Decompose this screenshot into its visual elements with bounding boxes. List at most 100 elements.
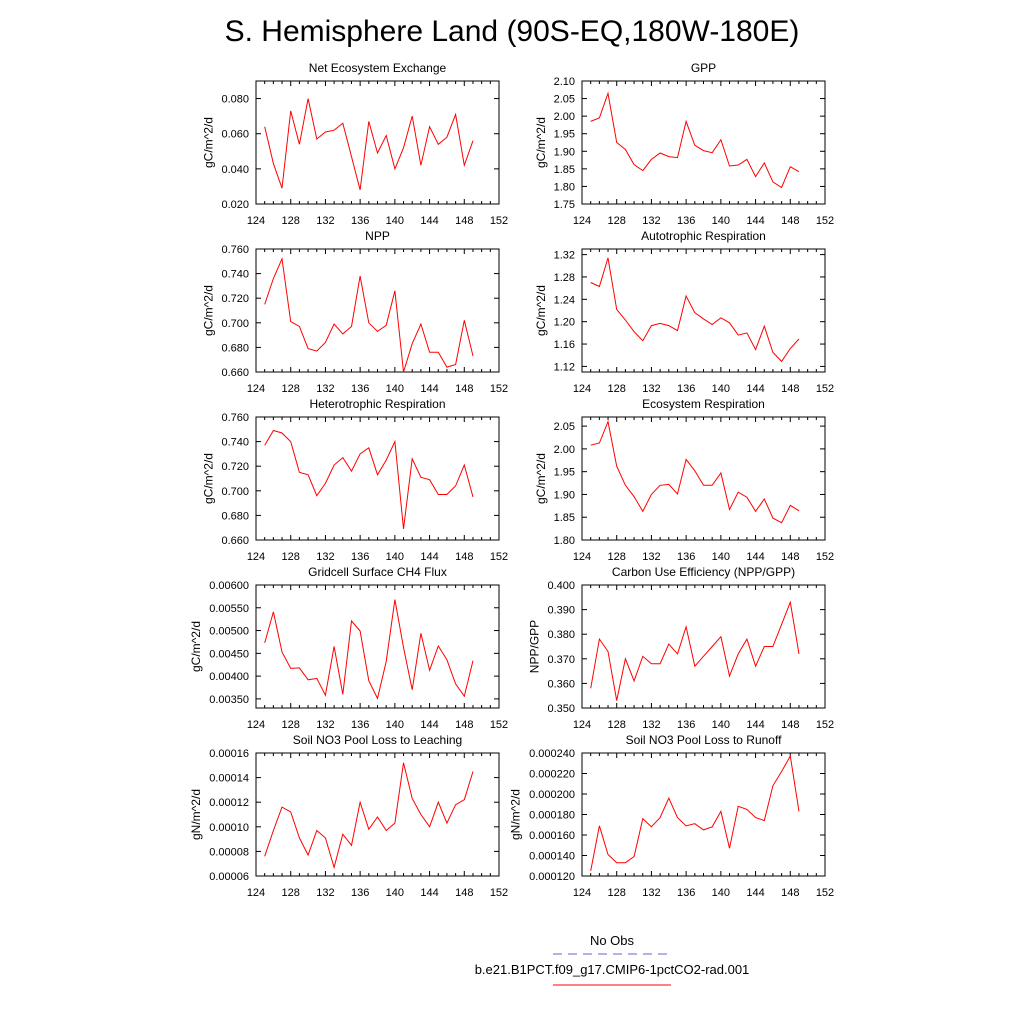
x-tick-label: 132 xyxy=(316,887,334,899)
panel-soil-no3-pool-loss-to-runoff: Soil NO3 Pool Loss to Runoff 124 128 132 136… xyxy=(509,733,835,899)
y-tick-label: 1.80 xyxy=(554,535,575,547)
x-tick-label: 128 xyxy=(282,383,300,395)
x-tick-label: 132 xyxy=(316,719,334,731)
y-tick-label: 0.000180 xyxy=(529,810,575,822)
panel-title: GPP xyxy=(691,61,716,75)
y-tick-label: 0.720 xyxy=(221,461,249,473)
y-axis-label: gC/m^2/d xyxy=(202,117,216,168)
panel-title: Soil NO3 Pool Loss to Leaching xyxy=(293,733,462,747)
plot-frame xyxy=(581,80,826,205)
x-tick-label: 128 xyxy=(282,215,300,227)
panel-heterotrophic-respiration: Heterotrophic Respiration 124 128 132 136 140… xyxy=(202,397,509,563)
x-tick-label: 152 xyxy=(816,551,834,563)
x-tick-label: 144 xyxy=(420,551,438,563)
panel-ecosystem-respiration: Ecosystem Respiration 124 128 132 136 140 144 1… xyxy=(534,397,834,563)
x-tick-label: 132 xyxy=(642,551,660,563)
x-tick-label: 124 xyxy=(573,887,591,899)
y-tick-label: 0.000160 xyxy=(529,830,575,842)
x-tick-label: 148 xyxy=(781,719,799,731)
y-axis-label: gC/m^2/d xyxy=(534,453,548,504)
x-tick-label: 152 xyxy=(490,215,508,227)
y-tick-label: 0.740 xyxy=(221,269,249,281)
x-tick-label: 124 xyxy=(573,215,591,227)
panel-title: Soil NO3 Pool Loss to Runoff xyxy=(626,733,783,747)
x-tick-label: 124 xyxy=(247,383,265,395)
y-tick-label: 0.00500 xyxy=(209,626,249,638)
panel-title: NPP xyxy=(365,229,390,243)
x-tick-label: 152 xyxy=(816,887,834,899)
x-tick-label: 128 xyxy=(282,719,300,731)
y-tick-label: 0.000200 xyxy=(529,789,575,801)
x-tick-label: 140 xyxy=(386,887,404,899)
x-tick-label: 152 xyxy=(490,719,508,731)
x-tick-label: 124 xyxy=(247,887,265,899)
y-tick-label: 0.380 xyxy=(547,629,575,641)
plot-frame xyxy=(255,248,500,373)
x-tick-label: 132 xyxy=(316,383,334,395)
y-tick-label: 0.740 xyxy=(221,437,249,449)
y-tick-label: 1.16 xyxy=(554,339,575,351)
x-tick-label: 148 xyxy=(781,887,799,899)
panel-gridcell-surface-ch4-flux: Gridcell Surface CH4 Flux 124 128 132 136 140… xyxy=(189,565,508,731)
series-line xyxy=(590,91,800,189)
y-tick-label: 2.10 xyxy=(554,76,575,88)
x-tick-label: 144 xyxy=(420,215,438,227)
series-line xyxy=(590,600,800,701)
x-tick-label: 140 xyxy=(386,215,404,227)
y-tick-label: 0.00012 xyxy=(209,797,249,809)
y-tick-label: 0.00600 xyxy=(209,580,249,592)
y-tick-label: 0.720 xyxy=(221,293,249,305)
x-tick-label: 144 xyxy=(746,719,764,731)
x-tick-label: 124 xyxy=(573,719,591,731)
legend: No Obs b.e21.B1PCT.f09_g17.CMIP6-1pctCO2… xyxy=(475,933,750,986)
x-tick-label: 152 xyxy=(816,215,834,227)
x-tick-label: 148 xyxy=(455,383,473,395)
y-tick-label: 0.000140 xyxy=(529,851,575,863)
panel-npp: NPP 124 128 132 136 140 144 148 152 0.660 0.680 0.7… xyxy=(202,229,509,395)
panel-title: Autotrophic Respiration xyxy=(641,229,766,243)
x-tick-label: 136 xyxy=(677,215,695,227)
y-tick-label: 0.00400 xyxy=(209,671,249,683)
y-tick-label: 1.32 xyxy=(554,250,575,262)
x-tick-label: 144 xyxy=(420,719,438,731)
y-tick-label: 0.00550 xyxy=(209,603,249,615)
y-tick-label: 0.000240 xyxy=(529,748,575,760)
legend-label-model: b.e21.B1PCT.f09_g17.CMIP6-1pctCO2-rad.00… xyxy=(475,962,750,977)
x-tick-label: 144 xyxy=(746,887,764,899)
y-tick-label: 0.020 xyxy=(221,199,249,211)
y-tick-label: 0.660 xyxy=(221,535,249,547)
legend-label-obs: No Obs xyxy=(590,933,635,948)
x-tick-label: 124 xyxy=(247,215,265,227)
y-axis-label: gC/m^2/d xyxy=(202,285,216,336)
y-axis-label: gC/m^2/d xyxy=(202,453,216,504)
y-tick-label: 0.390 xyxy=(547,605,575,617)
y-tick-label: 0.760 xyxy=(221,244,249,256)
y-tick-label: 0.060 xyxy=(221,129,249,141)
x-tick-label: 140 xyxy=(712,383,730,395)
y-axis-label: NPP/GPP xyxy=(528,620,542,673)
panel-soil-no3-pool-loss-to-leaching: Soil NO3 Pool Loss to Leaching 124 128 132 1… xyxy=(189,733,508,899)
plot-frame xyxy=(581,416,826,541)
x-tick-label: 144 xyxy=(420,887,438,899)
x-tick-label: 136 xyxy=(677,383,695,395)
y-tick-label: 0.680 xyxy=(221,510,249,522)
x-tick-label: 132 xyxy=(642,383,660,395)
plot-frame xyxy=(581,248,826,373)
y-tick-label: 1.95 xyxy=(554,129,575,141)
y-tick-label: 0.00450 xyxy=(209,648,249,660)
x-tick-label: 152 xyxy=(490,551,508,563)
y-axis-label: gC/m^2/d xyxy=(189,621,203,672)
series-line xyxy=(264,256,474,373)
x-tick-label: 132 xyxy=(642,215,660,227)
y-tick-label: 0.760 xyxy=(221,412,249,424)
x-tick-label: 124 xyxy=(247,551,265,563)
x-tick-label: 124 xyxy=(573,551,591,563)
y-tick-label: 0.400 xyxy=(547,580,575,592)
series-line xyxy=(590,754,800,871)
y-tick-label: 0.350 xyxy=(547,703,575,715)
x-tick-label: 148 xyxy=(781,383,799,395)
y-tick-label: 1.12 xyxy=(554,361,575,373)
y-tick-label: 0.360 xyxy=(547,678,575,690)
y-tick-label: 1.75 xyxy=(554,199,575,211)
y-tick-label: 0.080 xyxy=(221,94,249,106)
